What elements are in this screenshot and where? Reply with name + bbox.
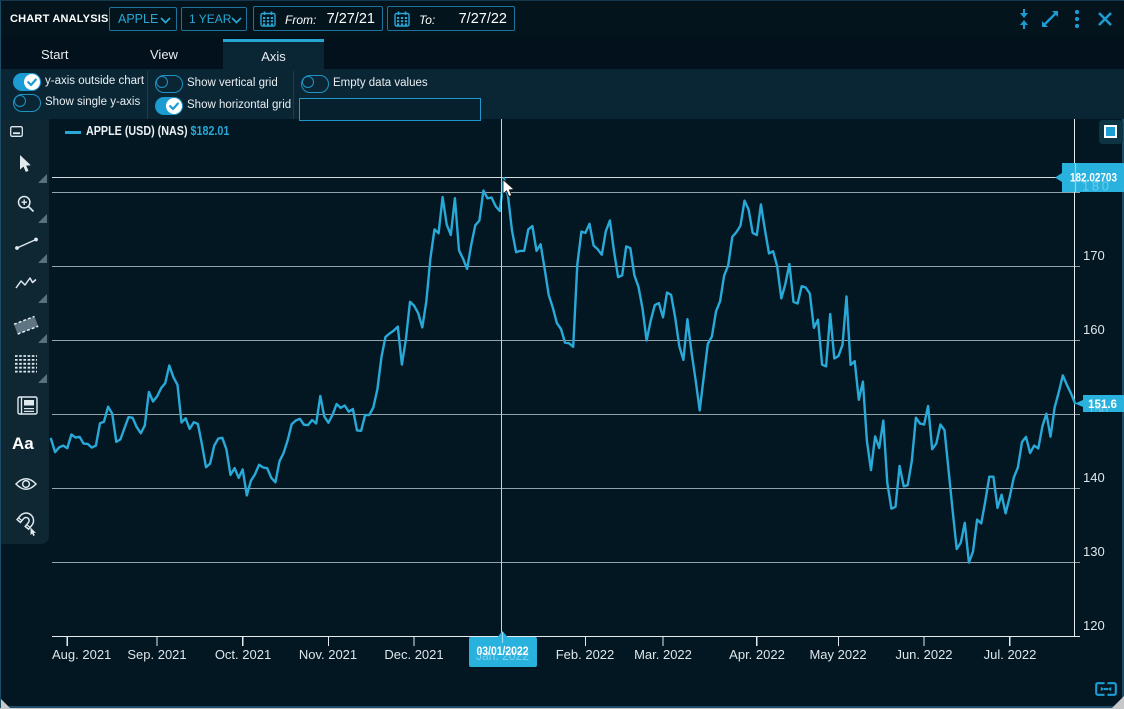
svg-text:180: 180 — [1082, 179, 1109, 193]
svg-text:151.6: 151.6 — [1088, 397, 1117, 411]
svg-text:03/01/2022: 03/01/2022 — [477, 646, 529, 658]
svg-text:182.02703: 182.02703 — [1070, 171, 1117, 185]
svg-text:Jan. 2022: Jan. 2022 — [476, 648, 529, 663]
svg-text:150: 150 — [1088, 403, 1108, 413]
